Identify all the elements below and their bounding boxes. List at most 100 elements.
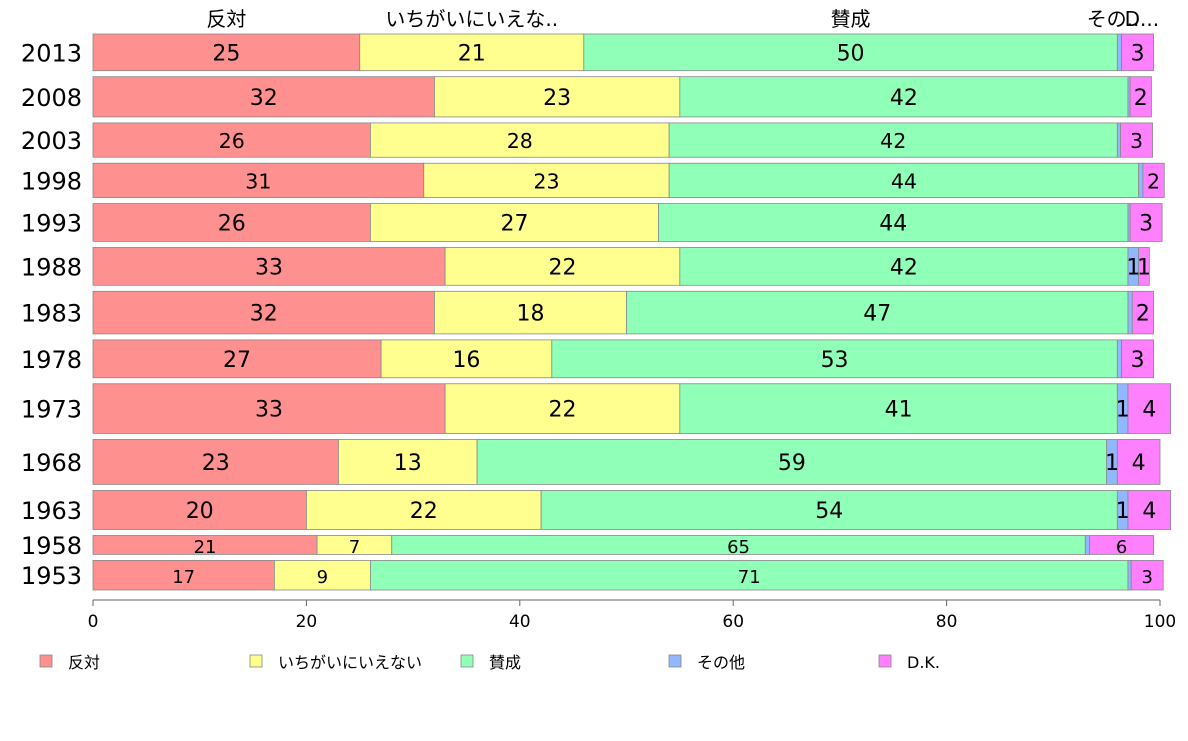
bar-row-1988 [92,247,1150,286]
bar-value-label: 7 [349,537,360,558]
bar-value-label: 22 [548,398,576,423]
bar-value-label: 3 [1130,129,1143,153]
x-tick-label: 0 [88,612,99,632]
value-labels-layer: 25 21 50 332 23 42 226 28 42 331 23 44 226 27 44 333 22 4… [172,41,1160,588]
bar-segment [679,383,1118,434]
category-label: 1963 [21,497,82,525]
bar-value-label: 21 [194,537,217,558]
bar-value-label: 32 [250,86,278,111]
bar-segment [1121,33,1154,72]
category-labels-layer: 2013 2008 2003 1998 1993 1988 1983 1978 1973 1968… [21,39,82,590]
bar-value-label: 1 [1116,499,1130,524]
bar-row-1963 [92,490,1172,530]
bar-segment [338,439,478,485]
bar-value-label: 25 [212,41,240,66]
bar-segment [273,560,371,591]
bar-segment [668,122,1118,158]
bar-segment [1127,383,1172,434]
bar-segment [1129,76,1152,118]
category-label: 2008 [21,84,82,112]
bar-segment [370,122,670,158]
bar-value-label: 26 [219,129,245,153]
bar-segment [1121,339,1154,379]
bar-value-label: 3 [1141,567,1152,588]
bar-value-label: 27 [500,211,528,236]
bar-row-1978 [92,339,1154,379]
bar-value-label: 20 [186,499,214,524]
bar-value-label: 1 [1105,451,1119,476]
bar-segment [434,290,627,335]
bar-segment [1129,203,1163,242]
bar-row-2008 [92,76,1152,118]
legend-swatch [878,654,892,668]
legend-item: その他 [668,653,745,672]
legend-item: 賛成 [460,653,521,672]
legend-item: 反対 [39,653,100,672]
bar-segment [1116,339,1122,379]
legend-label: 反対 [68,653,100,672]
bar-value-label: 59 [778,451,806,476]
bar-value-label: 13 [394,451,422,476]
bar-segment [1138,162,1144,198]
bar-value-label: 2 [1147,169,1160,193]
bar-value-label: 23 [533,169,559,193]
bar-segment [434,76,681,118]
bar-value-label: 22 [410,499,438,524]
legend: 反対 いちがいにいえない 賛成 その他 D.K. [39,653,940,672]
category-label: 1973 [21,396,82,424]
bar-segment [92,33,361,72]
bar-segment [626,290,1129,335]
bar-segment [1142,162,1165,198]
bar-value-label: 9 [317,567,328,588]
bar-row-2013 [92,33,1154,72]
bar-segment [1130,560,1164,591]
series-top-label: 反対 [206,7,246,31]
bar-value-label: 21 [458,41,486,66]
bar-segment [92,339,382,379]
bar-value-label: 1 [1126,255,1140,280]
bar-segment [423,162,670,198]
legend-swatch [460,654,474,668]
bar-segment [476,439,1108,485]
bar-value-label: 26 [218,211,246,236]
category-label: 2013 [21,39,82,67]
bar-segment [92,383,446,434]
legend-swatch [249,654,263,668]
bar-segment [1127,290,1133,335]
bar-segment [305,490,542,530]
category-label: 1958 [21,532,82,560]
bar-row-1983 [92,290,1154,335]
bar-segment [1084,535,1090,555]
legend-swatch [668,654,682,668]
bar-segment [583,33,1118,72]
bar-segment [92,290,435,335]
bar-value-label: 3 [1131,348,1145,373]
series-top-label: 賛成 [831,7,871,31]
bar-segment [1116,439,1161,485]
bar-segment [370,203,659,242]
bar-value-label: 71 [738,567,761,588]
bar-segment [92,490,307,530]
bar-row-1993 [92,203,1163,242]
series-top-label: いちがいにいえな.. [385,7,558,31]
bar-segment [1120,122,1153,158]
bar-value-label: 17 [172,567,195,588]
bar-value-label: 4 [1142,398,1156,423]
bar-value-label: 3 [1139,211,1153,236]
bar-value-label: 33 [255,398,283,423]
bar-value-label: 3 [1131,41,1145,66]
bar-value-label: 1 [1137,255,1151,280]
bar-segment [540,490,1118,530]
bar-value-label: 44 [879,211,907,236]
bar-segment [1089,535,1154,555]
legend-label: その他 [697,653,745,672]
bar-value-label: 32 [250,302,278,327]
legend-label: いちがいにいえない [278,653,422,672]
bar-value-label: 23 [543,86,571,111]
bar-value-label: 18 [516,302,544,327]
bar-value-label: 16 [452,348,480,373]
category-label: 1968 [21,449,82,477]
bar-segment [1127,490,1172,530]
bar-segment [92,162,425,198]
